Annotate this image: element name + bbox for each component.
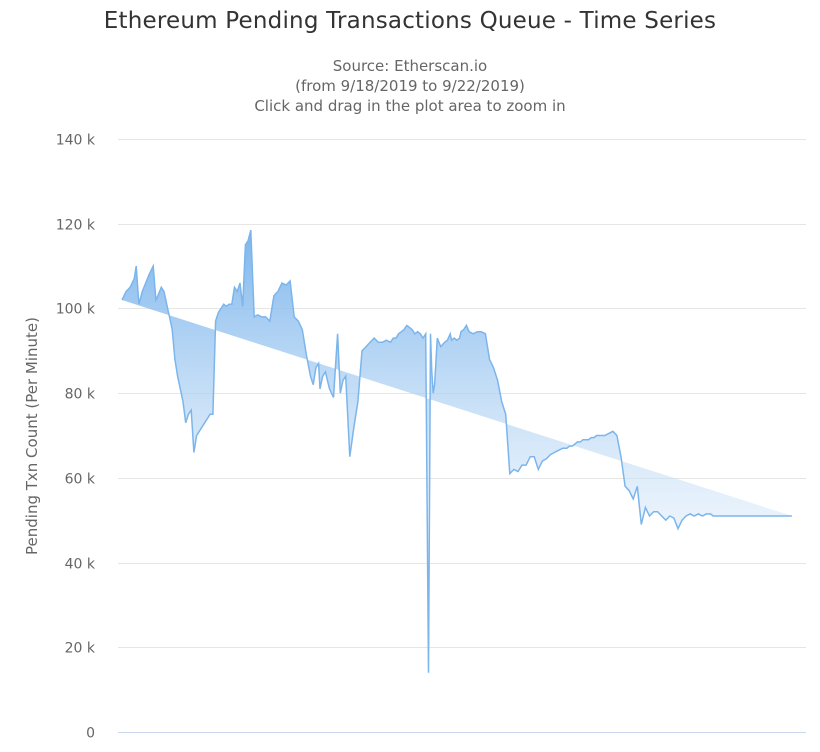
chart-subtitle: Source: Etherscan.io (from 9/18/2019 to …: [0, 56, 820, 116]
y-tick-label: 60 k: [65, 472, 96, 488]
y-tick-label: 80 k: [65, 387, 96, 403]
y-tick-label: 140 k: [56, 133, 96, 149]
y-axis-label: Pending Txn Count (Per Minute): [23, 317, 41, 555]
subtitle-date-range: (from 9/18/2019 to 9/22/2019): [295, 77, 525, 95]
y-tick-label: 20 k: [65, 641, 96, 657]
gridlines: [118, 139, 806, 648]
y-tick-label: 120 k: [56, 218, 96, 234]
chart-title: Ethereum Pending Transactions Queue - Ti…: [103, 8, 717, 34]
y-tick-label: 40 k: [65, 557, 96, 573]
subtitle-source: Source: Etherscan.io: [332, 57, 488, 75]
subtitle-zoom-hint: Click and drag in the plot area to zoom …: [254, 97, 566, 115]
data-line: [121, 229, 792, 673]
data-area-fill: [122, 230, 792, 673]
y-tick-label: 0: [86, 726, 95, 742]
y-tick-label: 100 k: [56, 302, 96, 318]
plot-area[interactable]: [118, 130, 806, 732]
y-axis-ticks: 0 20 k 40 k 60 k 80 k 100 k 120 k 140 k: [56, 133, 96, 742]
